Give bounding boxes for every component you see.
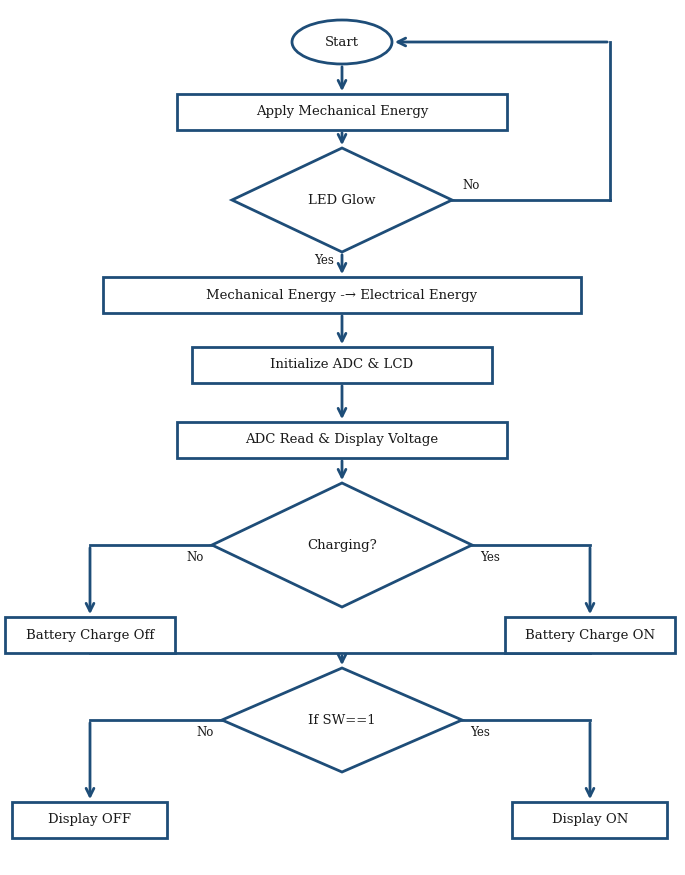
Polygon shape [222,668,462,772]
Bar [177,422,507,458]
Text: If SW==1: If SW==1 [308,713,376,726]
Text: Initialize ADC & LCD: Initialize ADC & LCD [271,359,414,372]
Text: Yes: Yes [480,551,500,564]
Text: No: No [462,179,480,192]
Text: Charging?: Charging? [307,538,377,551]
Polygon shape [212,483,472,607]
Text: ADC Read & Display Voltage: ADC Read & Display Voltage [245,433,438,446]
Text: Apply Mechanical Energy: Apply Mechanical Energy [256,106,428,118]
Text: Display OFF: Display OFF [49,814,132,827]
Bar [192,347,492,383]
Text: Battery Charge ON: Battery Charge ON [525,628,655,641]
Text: No: No [186,551,204,564]
Bar [5,617,175,653]
Text: Mechanical Energy -→ Electrical Energy: Mechanical Energy -→ Electrical Energy [206,289,477,302]
Polygon shape [232,148,452,252]
Text: Start: Start [325,36,359,48]
Bar [505,617,675,653]
Ellipse shape [292,20,392,64]
Bar [177,94,507,130]
Text: Yes: Yes [470,726,490,739]
Bar [512,802,667,838]
Text: No: No [197,726,214,739]
Text: Display ON: Display ON [552,814,628,827]
Text: LED Glow: LED Glow [308,193,376,206]
Bar [12,802,168,838]
Text: Yes: Yes [314,254,334,267]
Bar [103,277,581,313]
Text: Battery Charge Off: Battery Charge Off [26,628,154,641]
